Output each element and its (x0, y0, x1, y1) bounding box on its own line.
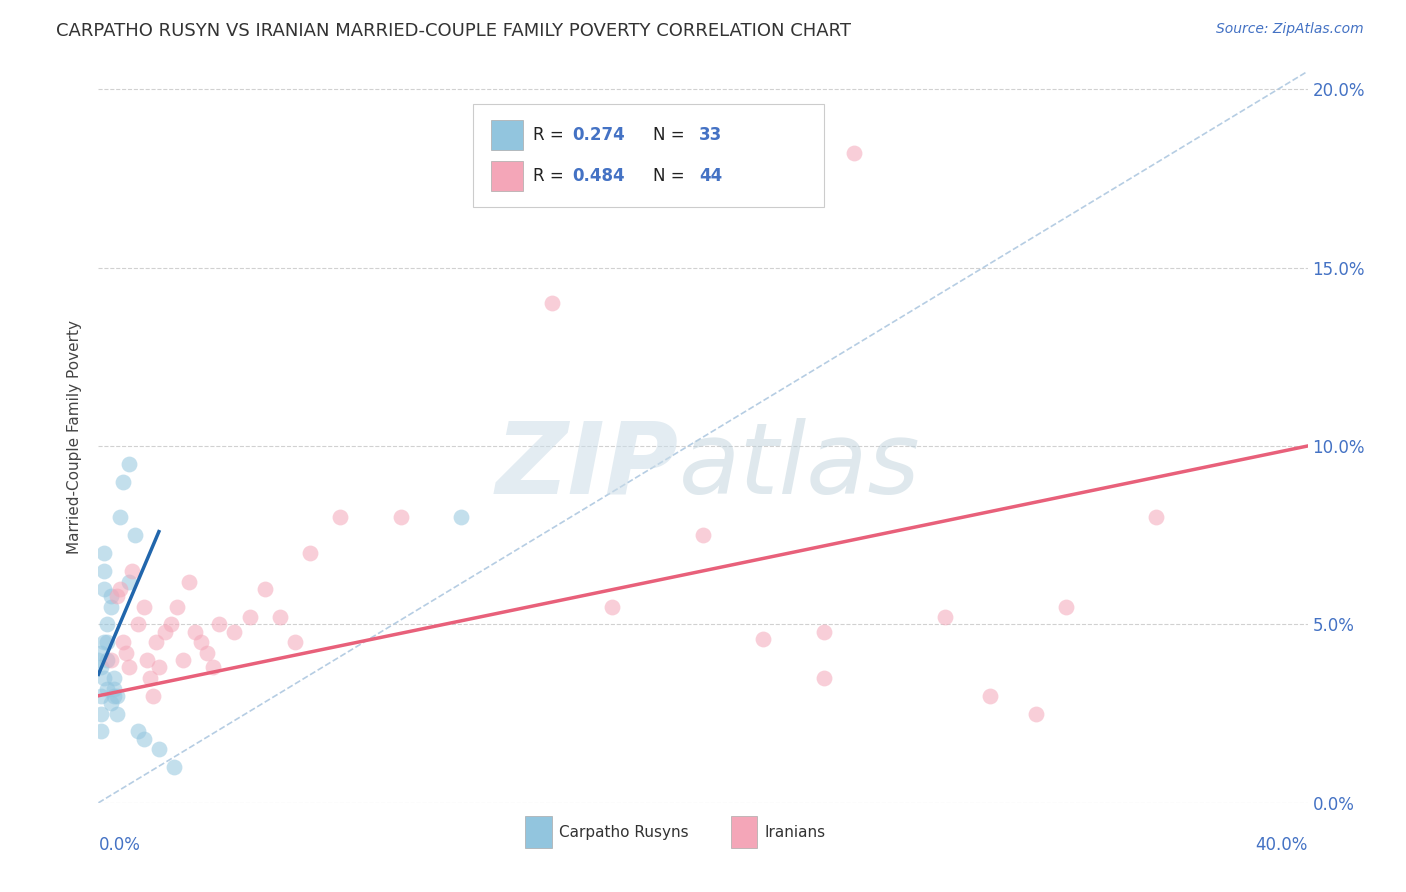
FancyBboxPatch shape (474, 104, 824, 207)
Text: N =: N = (654, 126, 690, 144)
Text: Source: ZipAtlas.com: Source: ZipAtlas.com (1216, 22, 1364, 37)
Point (96, 617, 118, 632)
Point (1144, 510, 1167, 524)
Point (844, 146, 866, 161)
Point (190, 635, 212, 649)
Point (90, 724, 112, 739)
Point (934, 610, 956, 624)
FancyBboxPatch shape (526, 816, 551, 848)
Point (1054, 599, 1077, 614)
Point (90, 689, 112, 703)
Point (239, 610, 262, 624)
Point (118, 574, 141, 589)
Point (540, 296, 562, 310)
Point (299, 546, 322, 560)
Text: 33: 33 (699, 126, 723, 144)
Text: 40.0%: 40.0% (1256, 836, 1308, 854)
Text: R =: R = (533, 167, 568, 185)
FancyBboxPatch shape (492, 120, 523, 151)
Text: ZIP: ZIP (496, 417, 679, 515)
Point (96, 653, 118, 667)
Point (132, 599, 155, 614)
Point (93, 582, 115, 596)
FancyBboxPatch shape (492, 161, 523, 191)
Point (111, 635, 134, 649)
Point (127, 617, 149, 632)
Point (105, 589, 128, 603)
Point (132, 731, 155, 746)
Text: N =: N = (654, 167, 690, 185)
Point (93, 564, 115, 578)
Point (121, 564, 143, 578)
Point (124, 528, 146, 542)
Point (163, 760, 186, 774)
Text: 44: 44 (699, 167, 723, 185)
Point (160, 617, 183, 632)
Point (284, 635, 307, 649)
Point (96, 681, 118, 696)
Text: 0.0%: 0.0% (98, 836, 141, 854)
Text: 0.484: 0.484 (572, 167, 626, 185)
Point (96, 635, 118, 649)
Point (208, 617, 231, 632)
Point (979, 689, 1001, 703)
Point (195, 646, 218, 660)
Point (139, 671, 162, 685)
Point (1024, 706, 1046, 721)
Point (100, 589, 122, 603)
FancyBboxPatch shape (731, 816, 758, 848)
Point (108, 582, 131, 596)
Point (145, 635, 167, 649)
Point (269, 610, 291, 624)
Point (135, 653, 157, 667)
Point (389, 510, 412, 524)
Point (103, 671, 125, 685)
Y-axis label: Married-Couple Family Poverty: Married-Couple Family Poverty (67, 320, 83, 554)
Point (602, 599, 624, 614)
Point (108, 510, 131, 524)
Point (93, 671, 115, 685)
Point (87, 653, 110, 667)
Point (105, 689, 128, 703)
Point (329, 510, 352, 524)
Point (127, 724, 149, 739)
Point (93, 635, 115, 649)
Point (142, 689, 165, 703)
Point (813, 671, 835, 685)
Point (179, 574, 201, 589)
Point (813, 624, 835, 639)
Point (166, 599, 188, 614)
Point (253, 582, 276, 596)
Point (90, 646, 112, 660)
Text: 0.274: 0.274 (572, 126, 626, 144)
Text: CARPATHO RUSYN VS IRANIAN MARRIED-COUPLE FAMILY POVERTY CORRELATION CHART: CARPATHO RUSYN VS IRANIAN MARRIED-COUPLE… (56, 22, 851, 40)
Point (103, 689, 125, 703)
Text: Iranians: Iranians (765, 824, 825, 839)
Point (103, 681, 125, 696)
Point (148, 660, 170, 674)
Point (148, 742, 170, 756)
Point (90, 706, 112, 721)
Text: Carpatho Rusyns: Carpatho Rusyns (560, 824, 689, 839)
Point (118, 457, 141, 471)
Point (450, 510, 472, 524)
Point (172, 653, 194, 667)
Point (224, 624, 246, 639)
Point (100, 696, 122, 710)
Point (93, 546, 115, 560)
Point (114, 646, 136, 660)
Point (111, 475, 134, 489)
Point (752, 632, 775, 646)
Point (184, 624, 207, 639)
Point (118, 660, 141, 674)
Point (202, 660, 225, 674)
Point (105, 706, 128, 721)
Point (90, 660, 112, 674)
Point (100, 599, 122, 614)
Point (692, 528, 714, 542)
Point (153, 624, 176, 639)
Text: R =: R = (533, 126, 568, 144)
Point (100, 653, 122, 667)
Text: atlas: atlas (679, 417, 921, 515)
